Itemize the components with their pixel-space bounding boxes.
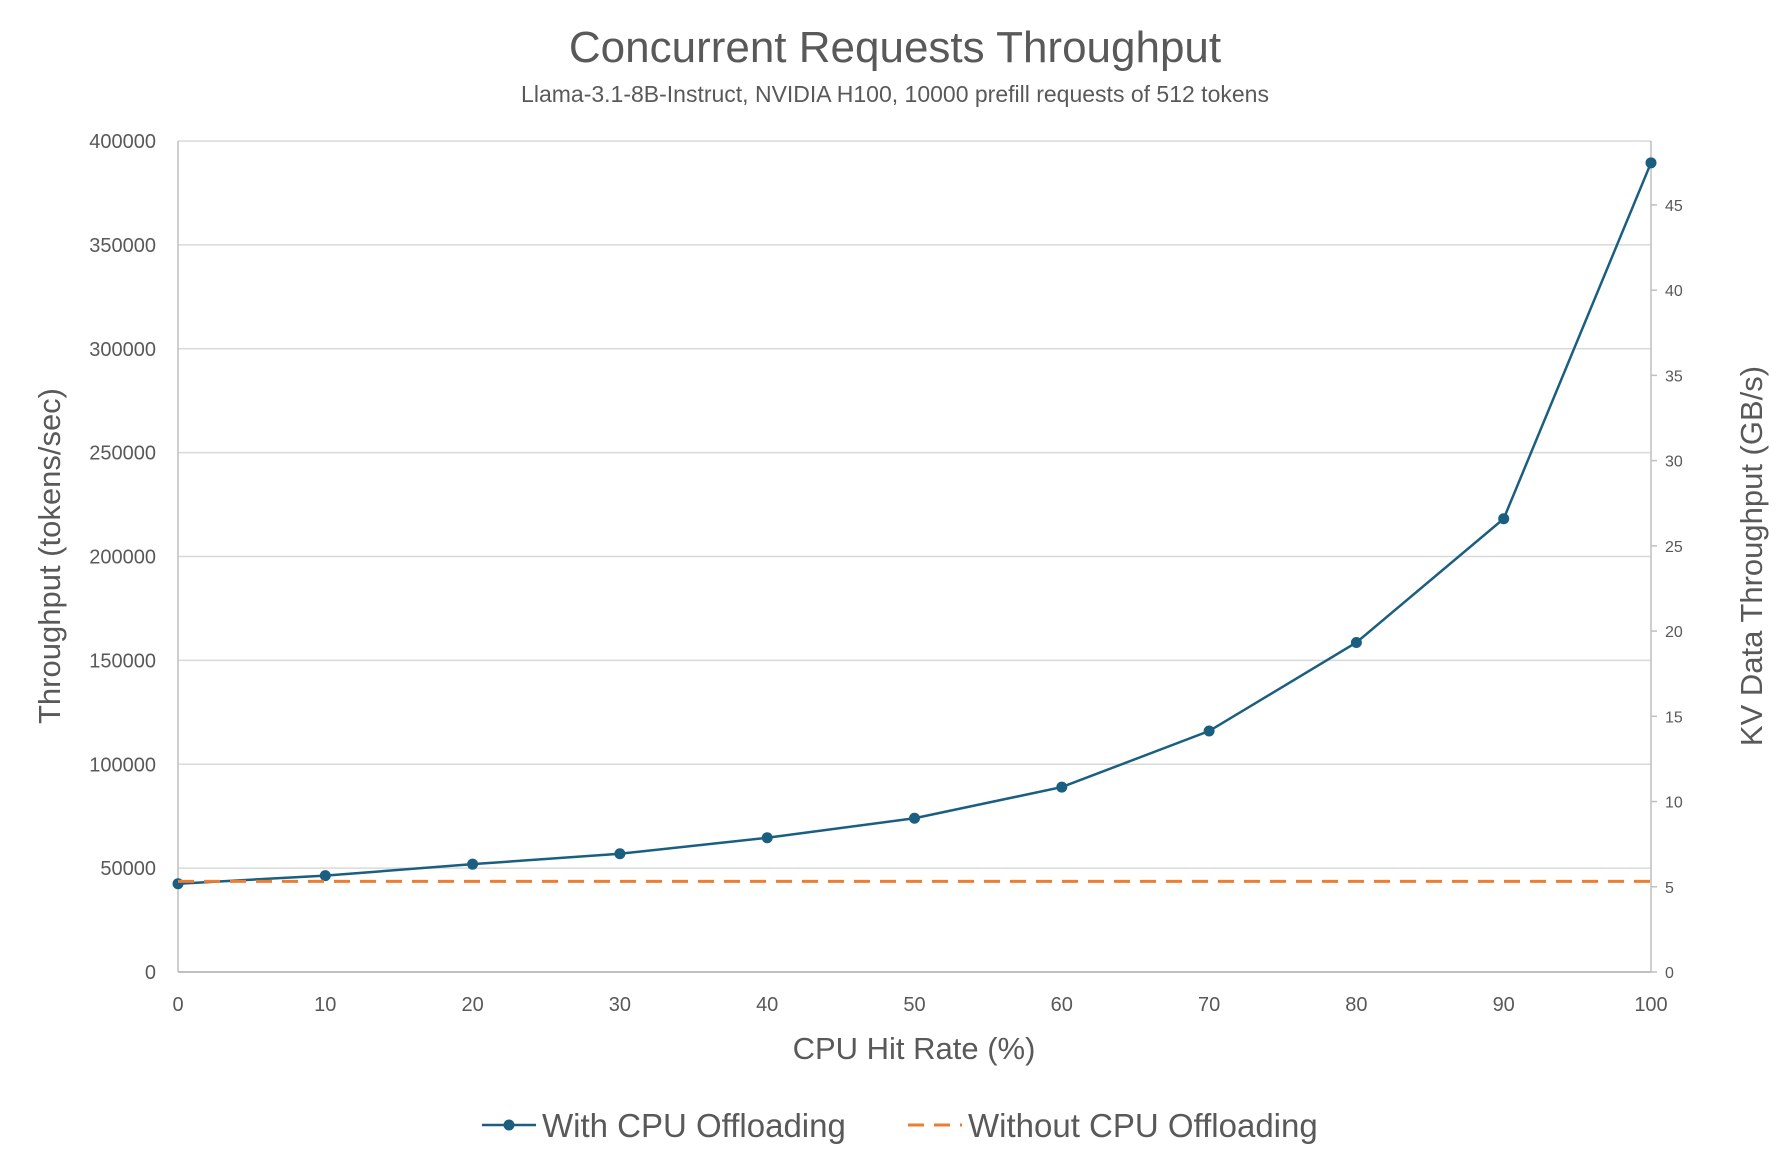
x-tick-label: 0 [172, 994, 183, 1016]
y2-tick-label: 15 [1665, 709, 1683, 726]
y-tick-label: 350000 [89, 235, 156, 257]
x-tick-label: 70 [1198, 994, 1220, 1016]
data-point [1203, 725, 1215, 737]
data-point [1645, 157, 1657, 169]
data-point [467, 858, 479, 870]
y-tick-label: 250000 [89, 443, 156, 465]
chart-subtitle: Llama-3.1-8B-Instruct, NVIDIA H100, 1000… [521, 81, 1269, 107]
y2-axis-label: KV Data Throughput (GB/s) [1734, 366, 1769, 746]
x-axis-label: CPU Hit Rate (%) [793, 1031, 1036, 1066]
x-tick-label: 10 [314, 994, 336, 1016]
data-point [909, 812, 920, 824]
gridlines [178, 140, 1651, 973]
axes [177, 141, 1657, 973]
y-tick-label: 400000 [89, 131, 156, 153]
chart-title: Concurrent Requests Throughput [569, 23, 1221, 72]
legend: With CPU Offloading Without CPU Offloadin… [482, 1107, 1318, 1144]
y-tick-label: 50000 [100, 858, 156, 880]
legend-label-with-offloading: With CPU Offloading [542, 1107, 846, 1144]
x-tick-label: 100 [1634, 994, 1667, 1016]
data-point [1498, 513, 1510, 525]
legend-marker-with-offloading [503, 1119, 515, 1131]
y2-tick-label: 10 [1665, 795, 1683, 812]
y-tick-label: 300000 [89, 339, 156, 361]
data-point [319, 870, 331, 882]
x-tick-label: 60 [1051, 994, 1073, 1016]
x-tick-label: 90 [1493, 994, 1515, 1016]
data-point [761, 832, 773, 844]
tick-labels: 0500001000001500002000002500003000003500… [89, 131, 1683, 1016]
series-line-1 [177, 162, 1653, 885]
y-tick-label: 150000 [89, 650, 156, 672]
y2-tick-label: 45 [1665, 198, 1683, 215]
x-tick-label: 40 [756, 994, 778, 1016]
y-axis-label: Throughput (tokens/sec) [32, 388, 67, 724]
y2-tick-label: 5 [1665, 880, 1674, 897]
data-point [172, 878, 184, 890]
y2-tick-label: 0 [1665, 965, 1674, 982]
y2-tick-label: 40 [1665, 283, 1683, 300]
legend-label-without-offloading: Without CPU Offloading [968, 1107, 1318, 1144]
data-point [1350, 637, 1362, 649]
x-tick-label: 20 [461, 994, 483, 1016]
y-tick-label: 100000 [89, 754, 156, 776]
y-tick-label: 200000 [89, 547, 156, 569]
data-point [1056, 781, 1068, 793]
x-tick-label: 80 [1345, 994, 1367, 1016]
y2-tick-label: 20 [1665, 624, 1683, 641]
x-tick-label: 30 [609, 994, 631, 1016]
y2-tick-label: 35 [1665, 368, 1683, 385]
y-tick-label: 0 [145, 962, 156, 984]
y2-tick-label: 30 [1665, 454, 1683, 471]
y2-tick-label: 25 [1665, 539, 1683, 556]
series [172, 157, 1657, 890]
x-tick-label: 50 [903, 994, 925, 1016]
data-point [614, 848, 626, 860]
